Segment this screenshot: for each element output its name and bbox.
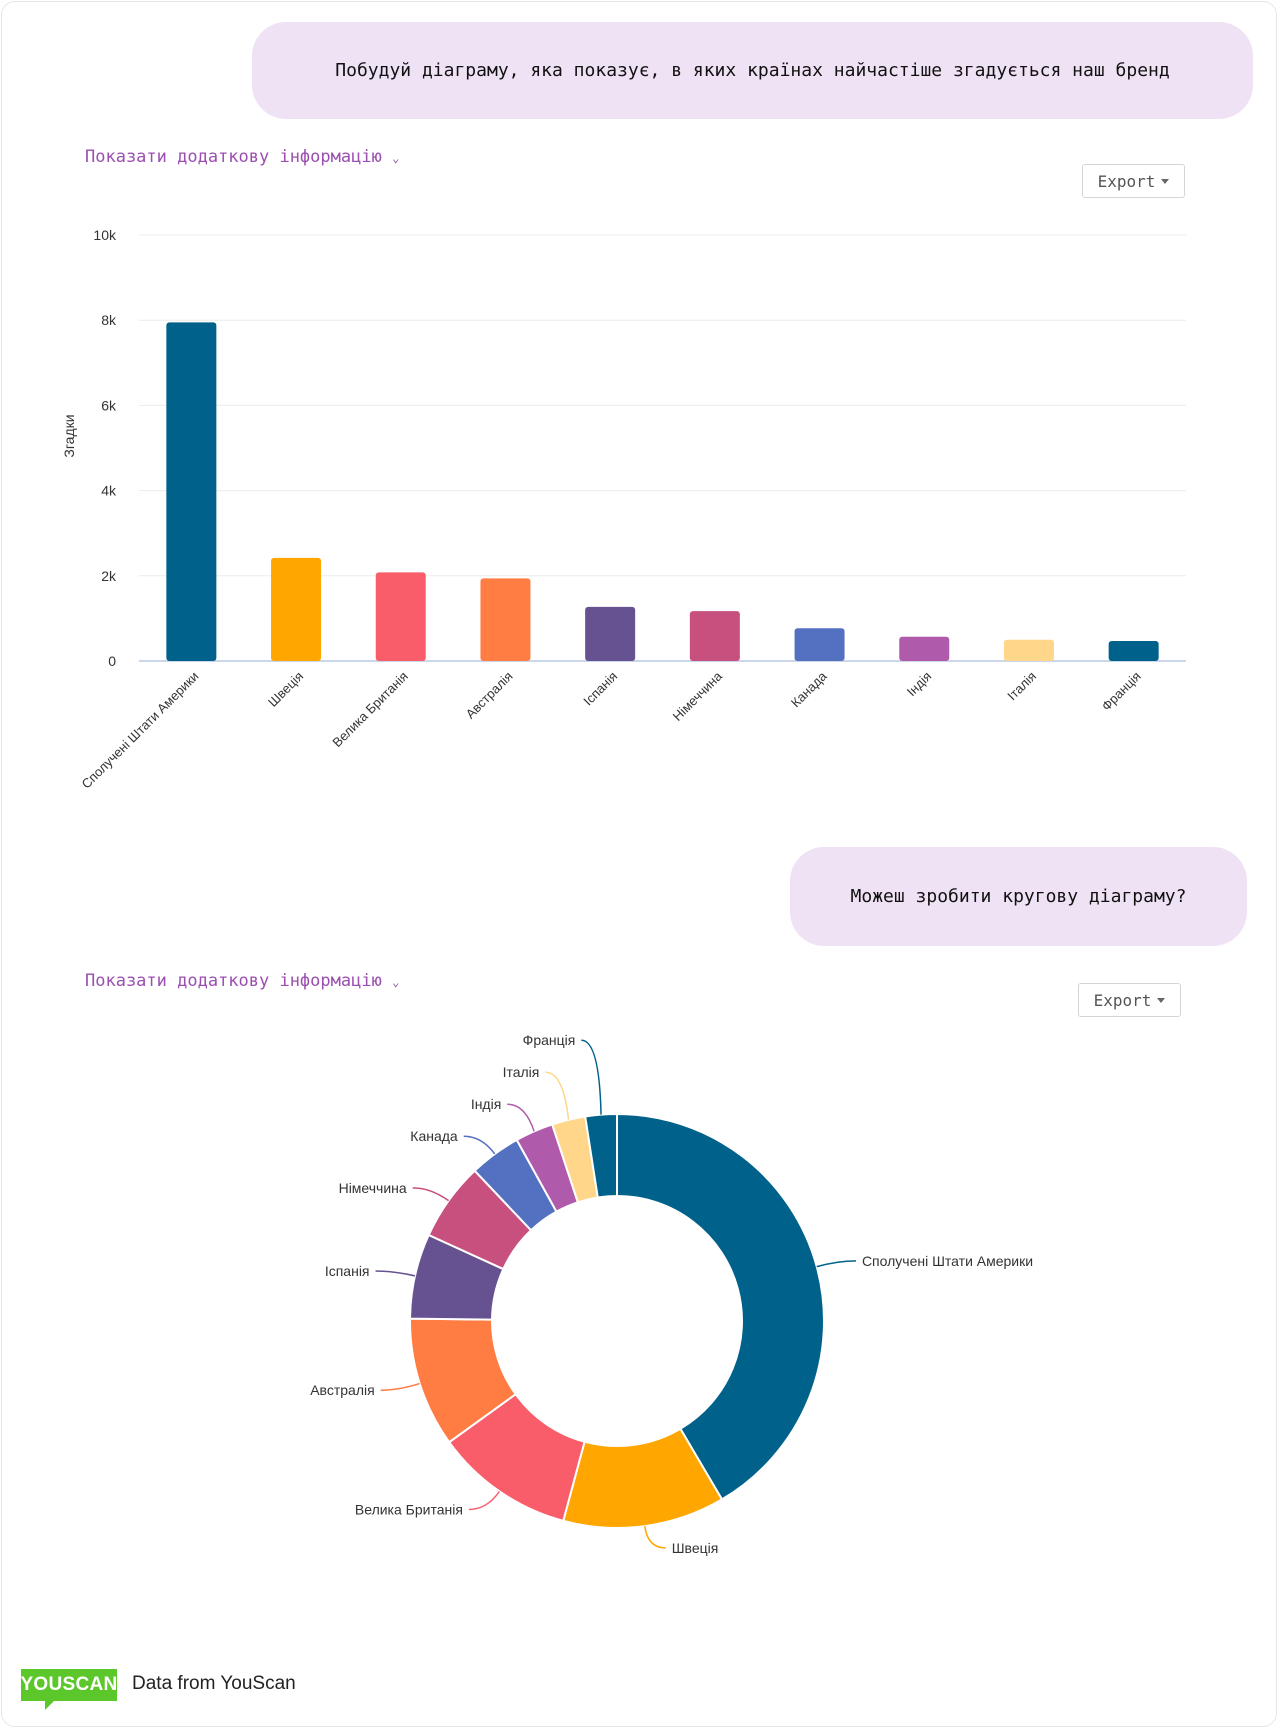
y-tick-label: 2k <box>101 568 117 584</box>
user-message-bubble: Побудуй діаграму, яка показує, в яких кр… <box>252 22 1253 119</box>
x-tick-label: Франція <box>1099 669 1144 714</box>
bar <box>689 611 740 661</box>
export-label: Export <box>1097 171 1156 191</box>
label-connector <box>463 1135 496 1155</box>
label-connector <box>545 1071 570 1120</box>
footer-text: Data from YouScan <box>132 1673 296 1694</box>
caret-down-icon <box>1161 178 1170 184</box>
y-tick-label: 10k <box>93 227 117 243</box>
caret-down-icon <box>1157 997 1166 1003</box>
bar <box>794 628 845 661</box>
slice-label: Німеччина <box>339 1180 407 1196</box>
bar <box>166 322 217 661</box>
y-tick-label: 6k <box>101 397 117 413</box>
slice-label: Канада <box>410 1128 458 1144</box>
x-tick-label: Швеція <box>265 669 306 710</box>
user-message-text: Можеш зробити кругову діаграму? <box>850 886 1187 907</box>
chevron-down-icon: ⌄ <box>392 975 400 989</box>
label-connector <box>507 1103 535 1132</box>
x-tick-label: Австралія <box>463 669 516 722</box>
youscan-logo: YOUSCAN <box>20 1669 117 1710</box>
export-button[interactable]: Export <box>1082 164 1185 198</box>
y-tick-label: 4k <box>101 483 117 499</box>
chevron-down-icon: ⌄ <box>392 151 400 165</box>
label-connector <box>468 1490 501 1511</box>
export-label: Export <box>1093 990 1152 1010</box>
show-more-info-label: Показати додаткову інформацію <box>85 971 382 991</box>
label-connector <box>412 1187 450 1202</box>
user-message-text: Побудуй діаграму, яка показує, в яких кр… <box>335 60 1170 81</box>
bar <box>1108 640 1159 661</box>
donut-slice <box>616 1112 825 1501</box>
bar-chart: Згадки 0 2k 4k 6k 8k 10k Сполучені Штати Амери… <box>61 227 1186 792</box>
x-tick-label: Велика Британія <box>329 669 411 751</box>
x-tick-label: Канада <box>788 668 830 710</box>
slice-label: Велика Британія <box>355 1501 463 1517</box>
y-tick-label: 0 <box>108 653 116 669</box>
label-connector <box>375 1270 416 1277</box>
label-connector <box>581 1039 602 1115</box>
x-tick-label: Сполучені Штати Америки <box>78 669 201 792</box>
export-button[interactable]: Export <box>1078 983 1181 1017</box>
bar <box>375 572 426 661</box>
bar <box>899 636 950 661</box>
x-tick-label: Німеччина <box>670 668 726 724</box>
slice-label: Швеція <box>672 1540 719 1556</box>
show-more-info-toggle[interactable]: Показати додаткову інформацію ⌄ <box>85 971 399 991</box>
slice-label: Італія <box>503 1064 540 1080</box>
user-message-bubble: Можеш зробити кругову діаграму? <box>790 847 1247 946</box>
bar <box>585 606 636 661</box>
donut-slice <box>584 1112 618 1199</box>
bar <box>480 578 531 661</box>
x-tick-label: Індія <box>904 669 935 700</box>
slice-label: Іспанія <box>325 1263 370 1279</box>
slice-label: Сполучені Штати Америки <box>862 1253 1033 1269</box>
show-more-info-toggle[interactable]: Показати додаткову інформацію ⌄ <box>85 147 399 167</box>
bar <box>1003 639 1054 661</box>
x-tick-label: Італія <box>1004 669 1039 704</box>
label-connector <box>644 1526 666 1549</box>
label-connector <box>816 1260 856 1268</box>
label-connector <box>380 1382 420 1391</box>
y-axis-label: Згадки <box>61 414 77 457</box>
x-tick-label: Іспанія <box>580 669 620 709</box>
slice-label: Франція <box>523 1032 576 1048</box>
show-more-info-label: Показати додаткову інформацію <box>85 147 382 167</box>
slice-label: Австралія <box>310 1382 374 1398</box>
bar <box>271 557 322 661</box>
slice-label: Індія <box>471 1096 501 1112</box>
donut-chart: Сполучені Штати Америки Швеція Велика Брит… <box>310 1032 1033 1556</box>
y-tick-label: 8k <box>101 312 117 328</box>
